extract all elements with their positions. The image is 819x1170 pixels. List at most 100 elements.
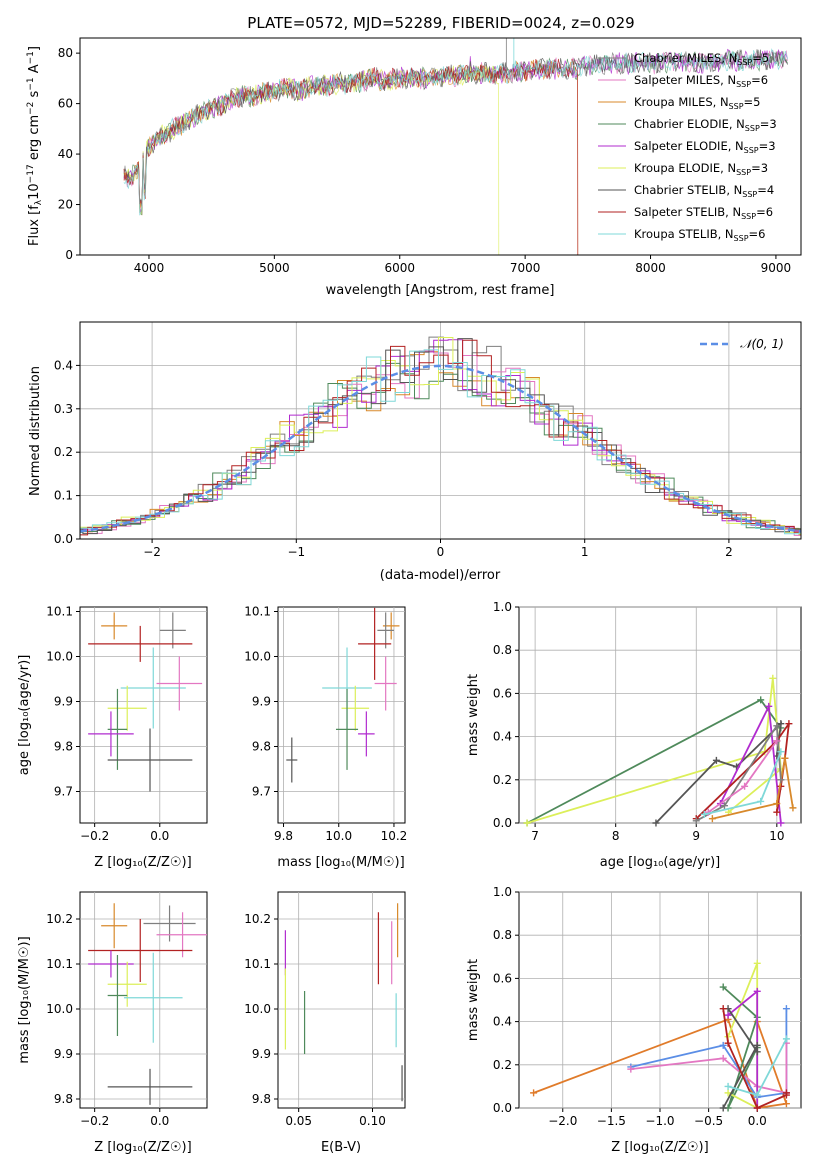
mass-weight-vs-age-xtick-label: 10 bbox=[769, 829, 784, 843]
mass-weight-vs-Z-point-marker bbox=[719, 1054, 727, 1062]
mass-weight-vs-age-series-line bbox=[695, 723, 790, 820]
mass-weight-vs-Z-ytick-label: 1.0 bbox=[493, 885, 512, 899]
mass-weight-vs-Z-point-marker bbox=[753, 987, 761, 995]
age-vs-mass-ytick-label: 10.1 bbox=[244, 605, 271, 619]
mass-weight-vs-age-point-marker bbox=[777, 776, 785, 784]
mass-weight-vs-Z-point-marker bbox=[753, 1041, 761, 1049]
mass-weight-vs-age-point-marker bbox=[765, 702, 773, 710]
mass-vs-Z-ylabel: mass [log₁₀(M/M☉)] bbox=[17, 936, 32, 1063]
residuals-ytick-label: 0.0 bbox=[54, 532, 73, 546]
age-vs-Z-ytick-label: 10.0 bbox=[46, 650, 73, 664]
mass-vs-Z-xtick-label: −0.2 bbox=[80, 1114, 109, 1128]
mass-weight-vs-Z-ytick-label: 0.0 bbox=[493, 1101, 512, 1115]
mass-weight-vs-Z-point-marker bbox=[782, 1089, 790, 1097]
mass-weight-vs-age-point-marker bbox=[777, 748, 785, 756]
mass-weight-vs-Z-point-marker bbox=[724, 1011, 732, 1019]
age-vs-Z-xlabel: Z [log₁₀(Z/Z☉)] bbox=[94, 855, 191, 870]
mass-weight-vs-age-point-marker bbox=[769, 674, 777, 682]
residuals-ytick-label: 0.4 bbox=[54, 358, 73, 372]
mass-weight-vs-age-point-marker bbox=[712, 756, 720, 764]
spectrum-ytick-label: 40 bbox=[58, 147, 73, 161]
mass-weight-vs-age-ytick-label: 0.6 bbox=[493, 686, 512, 700]
mass-vs-Z-xlabel: Z [log₁₀(Z/Z☉)] bbox=[94, 1140, 191, 1155]
age-vs-mass-ytick-label: 9.9 bbox=[252, 695, 271, 709]
age-vs-mass-ytick-label: 9.8 bbox=[252, 740, 271, 754]
mass-weight-vs-age-point-marker bbox=[523, 819, 531, 827]
age-vs-Z-panel: Z [log₁₀(Z/Z☉)] age [log₁₀(age/yr)] −0.2… bbox=[17, 605, 208, 870]
mass-weight-vs-age-point-marker bbox=[700, 810, 708, 818]
mass-weight-vs-Z-xlabel: Z [log₁₀(Z/Z☉)] bbox=[611, 1140, 708, 1155]
mass-vs-EBV-ytick-label: 10.1 bbox=[244, 957, 271, 971]
mass-weight-vs-age-point-marker bbox=[777, 819, 785, 827]
mass-weight-vs-Z-point-marker bbox=[753, 1048, 761, 1056]
mass-weight-vs-Z-point-marker bbox=[753, 1091, 761, 1099]
mass-weight-vs-age-point-marker bbox=[757, 696, 765, 704]
residuals-xtick-label: −2 bbox=[143, 545, 161, 559]
mass-weight-vs-Z-point-marker bbox=[719, 983, 727, 991]
spectrum-ytick-label: 80 bbox=[58, 46, 73, 60]
mass-weight-vs-age-ytick-label: 0.2 bbox=[493, 773, 512, 787]
mass-weight-vs-Z-xtick-label: −0.5 bbox=[694, 1114, 723, 1128]
mass-weight-vs-Z-point-marker bbox=[724, 1082, 732, 1090]
spectrum-xtick-label: 7000 bbox=[510, 261, 541, 275]
mass-weight-vs-age-xtick-label: 9 bbox=[692, 829, 700, 843]
age-vs-Z-ytick-label: 9.9 bbox=[54, 695, 73, 709]
spectrum-legend-label: Chabrier ELODIE, NSSP=3 bbox=[634, 117, 777, 133]
residuals-ytick-label: 0.1 bbox=[54, 489, 73, 503]
mass-weight-vs-age-point-marker bbox=[773, 800, 781, 808]
mass-weight-vs-age-ytick-label: 0.0 bbox=[493, 816, 512, 830]
mass-weight-vs-age-ytick-label: 0.8 bbox=[493, 643, 512, 657]
residuals-xtick-label: 1 bbox=[581, 545, 589, 559]
spectrum-panel: 4000 5000 6000 7000 8000 9000 0 20 40 60 80 wavele… bbox=[26, 37, 802, 298]
mass-weight-vs-Z-ylabel: mass weight bbox=[466, 959, 481, 1041]
residuals-hist bbox=[80, 337, 801, 535]
residuals-xtick-label: 2 bbox=[725, 545, 733, 559]
spectrum-xtick-label: 9000 bbox=[761, 261, 792, 275]
mass-weight-vs-Z-ytick-label: 0.4 bbox=[493, 1015, 512, 1029]
mass-vs-Z-xtick-label: 0.0 bbox=[150, 1114, 169, 1128]
mass-vs-EBV-xtick-label: 0.10 bbox=[359, 1114, 386, 1128]
spectrum-xtick-label: 4000 bbox=[134, 261, 165, 275]
mass-weight-vs-Z-point-marker bbox=[719, 1041, 727, 1049]
mass-vs-EBV-ytick-label: 10.0 bbox=[244, 1002, 271, 1016]
age-vs-mass-ytick-label: 10.0 bbox=[244, 650, 271, 664]
spectrum-legend: Chabrier MILES, NSSP=5 Salpeter MILES, NS… bbox=[598, 51, 777, 243]
age-vs-Z-ytick-label: 9.8 bbox=[54, 740, 73, 754]
mass-weight-vs-age-point-marker bbox=[773, 737, 781, 745]
mass-weight-vs-Z-point-marker bbox=[782, 1005, 790, 1013]
mass-weight-vs-age-panel: age [log₁₀(age/yr)] mass weight 7 8 9 10 0.0… bbox=[466, 600, 802, 870]
mass-vs-EBV-ytick-label: 9.9 bbox=[252, 1047, 271, 1061]
mass-weight-vs-Z-point-marker bbox=[724, 1039, 732, 1047]
mass-weight-vs-Z-ytick-label: 0.8 bbox=[493, 928, 512, 942]
mass-weight-vs-age-point-marker bbox=[789, 804, 797, 812]
mass-weight-vs-age-point-marker bbox=[785, 720, 793, 728]
spectrum-line bbox=[123, 58, 579, 256]
mass-vs-Z-ytick-label: 9.8 bbox=[54, 1092, 73, 1106]
spectrum-xtick-label: 8000 bbox=[635, 261, 666, 275]
mass-weight-vs-Z-ytick-label: 0.2 bbox=[493, 1058, 512, 1072]
residuals-xtick-label: −1 bbox=[287, 545, 305, 559]
spectrum-line bbox=[123, 48, 788, 216]
mass-weight-vs-age-point-marker bbox=[708, 815, 716, 823]
residuals-xlabel: (data-model)/error bbox=[380, 568, 501, 583]
mass-weight-vs-age-point-marker bbox=[773, 722, 781, 730]
mass-vs-EBV-panel: E(B-V) 0.05 0.10 9.8 9.9 10.0 10.1 10.2 bbox=[244, 891, 406, 1155]
age-vs-mass-xtick-label: 9.8 bbox=[274, 829, 293, 843]
age-vs-Z-ytick-label: 9.7 bbox=[54, 785, 73, 799]
mass-weight-vs-Z-point-marker bbox=[719, 1005, 727, 1013]
age-vs-Z-xtick-label: 0.0 bbox=[150, 829, 169, 843]
mass-weight-vs-age-point-marker bbox=[773, 808, 781, 816]
mass-weight-vs-Z-xtick-label: −1.5 bbox=[597, 1114, 626, 1128]
age-vs-mass-panel: mass [log₁₀(M/M☉)] 9.8 10.0 10.2 9.7 9.8 9.9 1… bbox=[244, 605, 407, 871]
spectrum-legend-label: Kroupa MILES, NSSP=5 bbox=[634, 95, 760, 111]
residuals-hist bbox=[80, 339, 801, 536]
figure-title: PLATE=0572, MJD=52289, FIBERID=0024, z=0… bbox=[247, 14, 634, 32]
residuals-xtick-label: 0 bbox=[437, 545, 445, 559]
mass-weight-vs-Z-panel: Z [log₁₀(Z/Z☉)] mass weight −2.0 −1.5 −1.0… bbox=[466, 885, 802, 1155]
mass-weight-vs-Z-xtick-label: −1.0 bbox=[645, 1114, 674, 1128]
mass-weight-vs-age-point-marker bbox=[777, 720, 785, 728]
age-vs-Z-ytick-label: 10.1 bbox=[46, 605, 73, 619]
residuals-ytick-label: 0.2 bbox=[54, 445, 73, 459]
mass-weight-vs-age-point-marker bbox=[652, 819, 660, 827]
mass-weight-vs-age-ytick-label: 1.0 bbox=[493, 600, 512, 614]
